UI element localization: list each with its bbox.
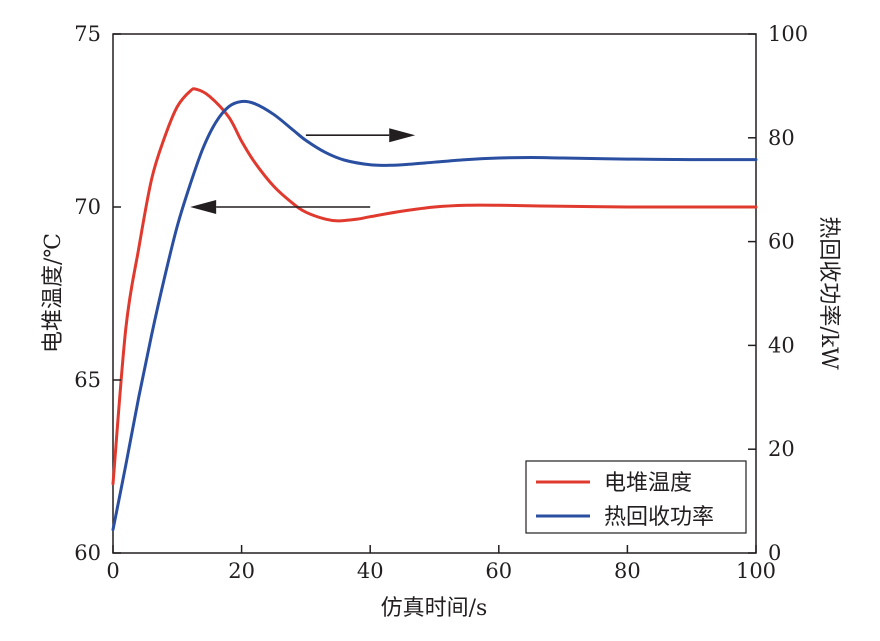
x-tick-label: 60 bbox=[485, 559, 512, 583]
y-left-axis-title: 电堆温度/℃ bbox=[41, 233, 66, 353]
arrow-left-axis-head bbox=[190, 200, 217, 214]
plot-frame bbox=[112, 33, 757, 554]
y-left-tick-label: 70 bbox=[74, 195, 101, 219]
series-line-heat-recovery bbox=[111, 99, 758, 532]
x-tick-label: 0 bbox=[106, 559, 119, 583]
x-axis-title: 仿真时间/s bbox=[381, 596, 488, 621]
y-right-tick-label: 0 bbox=[768, 541, 781, 565]
series-layer bbox=[111, 87, 758, 532]
y-right-tick-label: 60 bbox=[768, 230, 795, 254]
y-right-tick-label: 80 bbox=[768, 126, 795, 150]
legend-label-temperature: 电堆温度 bbox=[604, 471, 692, 496]
y-left-tick-label: 75 bbox=[74, 22, 101, 46]
ticks-layer: 0 20 40 60 80 100 60 65 70 75 0 20 40 60 80 100 bbox=[74, 22, 808, 583]
x-tick-label: 80 bbox=[614, 559, 641, 583]
y-right-tick-label: 100 bbox=[768, 22, 808, 46]
x-tick-label: 100 bbox=[736, 559, 776, 583]
series-line-temperature bbox=[111, 87, 758, 486]
legend-box bbox=[525, 460, 747, 534]
y-right-axis-title: 热回收功率/kW bbox=[816, 216, 841, 370]
x-tick-label: 20 bbox=[228, 559, 255, 583]
y-right-tick-label: 20 bbox=[768, 437, 795, 461]
x-tick-label: 40 bbox=[357, 559, 384, 583]
arrow-right-axis-head bbox=[389, 128, 416, 143]
y-right-tick-label: 40 bbox=[768, 333, 795, 357]
plot-area bbox=[112, 33, 757, 554]
annotation-layer bbox=[190, 128, 416, 214]
y-left-tick-label: 60 bbox=[74, 541, 101, 565]
legend: 电堆温度 热回收功率 bbox=[525, 460, 747, 534]
legend-label-heat-recovery: 热回收功率 bbox=[604, 505, 714, 530]
y-left-tick-label: 65 bbox=[74, 368, 101, 392]
